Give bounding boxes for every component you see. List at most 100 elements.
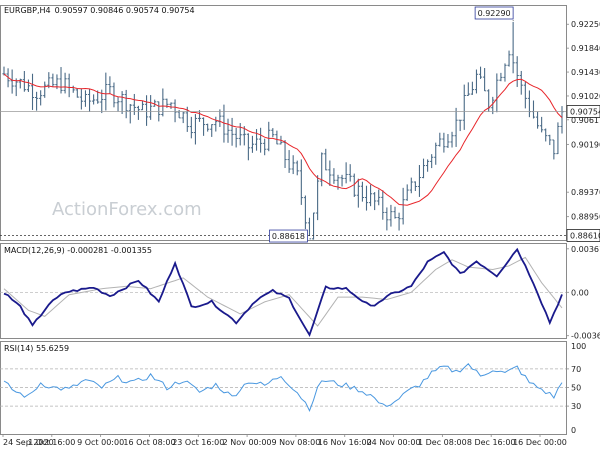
x-tick-label: 24 Nov 00:00 (367, 438, 421, 447)
ohlc-bar (385, 207, 389, 231)
ohlc-bar (548, 134, 552, 146)
ohlc-bar (181, 111, 185, 124)
ohlc-bar (417, 165, 422, 197)
ohlc-bar (307, 217, 312, 240)
ohlc-bar (446, 134, 450, 148)
bottom-price-label: 0.88610 (570, 232, 600, 241)
ohlc-bar (201, 117, 206, 136)
ohlc-bar (116, 96, 120, 112)
rsi-header: RSI(14) 55.6259 (4, 344, 69, 353)
macd-ytick-label: 0.00 (571, 288, 589, 297)
ohlc-bar (511, 21, 515, 74)
ohlc-bar (39, 90, 43, 106)
low-label: 0.88618 (272, 232, 305, 241)
ohlc-bar (87, 88, 92, 112)
ohlc-bar (230, 117, 234, 146)
ohlc-bar (26, 79, 31, 92)
ohlc-bar (144, 95, 149, 126)
ohlc-bar (397, 212, 401, 231)
macd-main-line (3, 247, 563, 338)
rsi-ytick-label: 50 (571, 384, 581, 393)
ohlc-bar (287, 150, 291, 173)
ohlc-bar (389, 204, 393, 227)
ohlc-bar (438, 132, 442, 147)
ohlc-bar (320, 152, 324, 187)
ohlc-bar (373, 192, 377, 211)
ohlc-bar (368, 184, 373, 207)
x-tick-label: 1 Oct 16:00 (28, 438, 75, 447)
ohlc-bar (206, 123, 210, 132)
ohlc-bar (30, 73, 35, 110)
watermark: ActionForex.com (52, 199, 202, 220)
ohlc-bar (149, 95, 153, 120)
ohlc-bar (328, 160, 332, 186)
ohlc-values: 0.90597 0.90846 0.90574 0.90754 (55, 6, 195, 15)
ohlc-bar (405, 184, 409, 201)
ohlc-bar (499, 72, 503, 82)
ohlc-bar (34, 91, 39, 111)
ohlc-bar (79, 88, 83, 110)
last-price-box (566, 105, 600, 118)
rsi-ytick-label: 70 (571, 365, 581, 374)
ohlc-bar (299, 159, 303, 205)
ohlc-bar (291, 155, 295, 175)
price-header: EURGBP,H4 0.90597 0.90846 0.90574 0.90754 (4, 6, 195, 15)
ohlc-bar (128, 104, 132, 124)
ohlc-bar (503, 63, 507, 82)
macd-header: MACD(12,26,9) -0.000281 -0.001355 (4, 246, 152, 255)
x-tick-label: 16 Nov 16:00 (318, 438, 372, 447)
low-label-box (269, 229, 308, 243)
ohlc-bar (14, 78, 18, 97)
price-panel (0, 5, 567, 241)
ohlc-bar (413, 181, 417, 191)
ohlc-bar (140, 100, 145, 111)
ohlc-bar (258, 127, 263, 153)
ohlc-bar (434, 142, 438, 165)
x-tick-label: 16 Dec 00:00 (513, 438, 567, 447)
ohlc-bar (92, 94, 96, 105)
ohlc-bar (507, 50, 511, 67)
high-label-box (474, 6, 514, 20)
ohlc-bar (430, 154, 434, 169)
ohlc-bar (483, 68, 487, 92)
rsi-panel (0, 341, 567, 435)
ohlc-bar (250, 135, 255, 153)
ohlc-bar (63, 72, 67, 94)
ohlc-bar (124, 89, 128, 119)
x-tick-label: 8 Dec 16:00 (467, 438, 516, 447)
macd-ytick-label: -0.003609 (571, 332, 600, 341)
ohlc-bar (470, 81, 474, 95)
x-tick-label: 9 Nov 08:00 (271, 438, 320, 447)
ohlc-bar (442, 132, 446, 153)
ohlc-bar (544, 128, 548, 142)
ohlc-bar (474, 69, 479, 94)
moving-average-line (3, 73, 563, 206)
ohlc-bar (210, 124, 214, 137)
macd-ytick-label: 0.003616 (571, 245, 600, 254)
ohlc-bar (324, 148, 328, 171)
rsi-ytick-label: 30 (571, 402, 581, 411)
ohlc-bar (197, 110, 202, 122)
ohlc-bar (189, 116, 193, 139)
rsi-line (3, 363, 563, 412)
x-tick-label: 1 Dec 08:00 (418, 438, 467, 447)
ohlc-bar (454, 107, 458, 147)
ohlc-bar (552, 139, 556, 160)
ohlc-bar (421, 158, 426, 179)
ohlc-bar (226, 118, 230, 143)
ohlc-bar (246, 133, 250, 161)
ohlc-bar (271, 128, 275, 138)
ohlc-bar (136, 105, 141, 120)
ohlc-bar (458, 119, 462, 132)
ohlc-bar (263, 138, 267, 156)
ohlc-bar (275, 130, 279, 145)
ohlc-bar (364, 185, 369, 211)
ohlc-bar (108, 76, 112, 94)
